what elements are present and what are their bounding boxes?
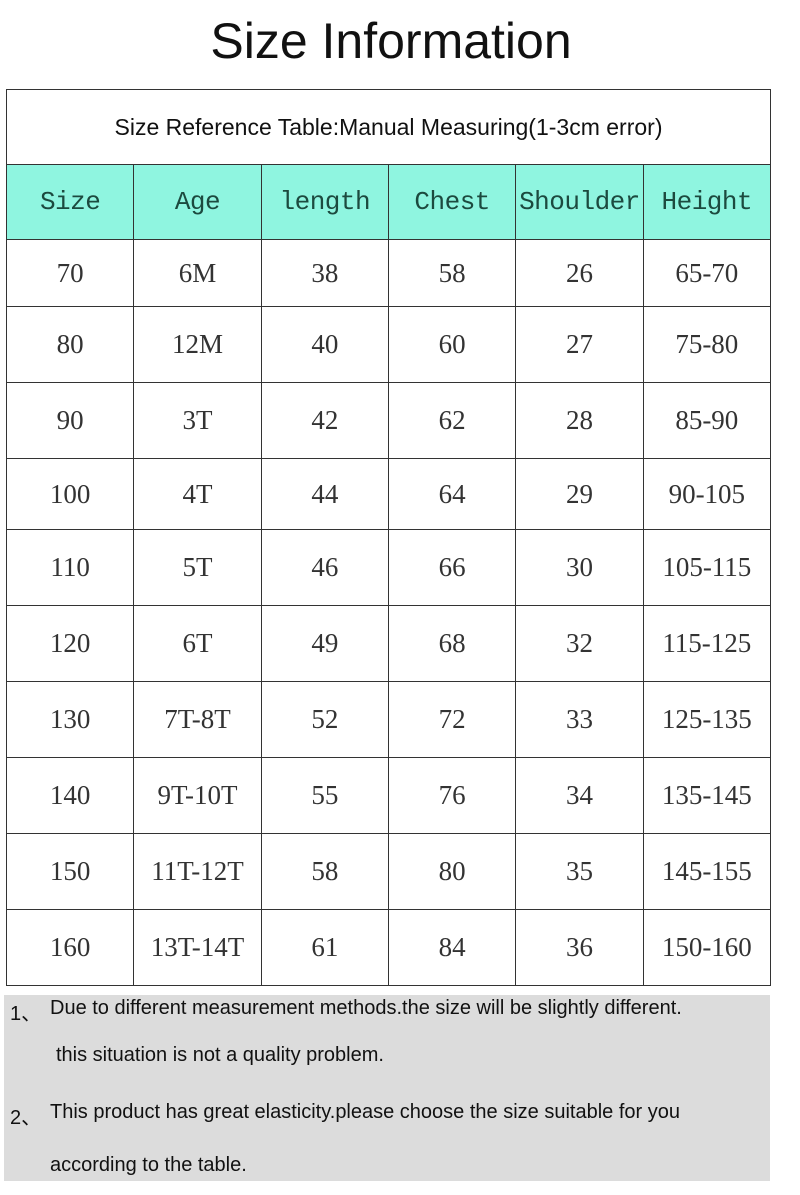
- cell-size: 130: [5, 681, 135, 758]
- cell-height: 135-145: [642, 757, 772, 834]
- note-line: This product has great elasticity.please…: [50, 1101, 680, 1123]
- table-row: 80 12M 40 60 27 75-80: [5, 306, 772, 383]
- table-row: 130 7T-8T 52 72 33 125-135: [5, 681, 772, 758]
- size-table: Size Reference Table:Manual Measuring(1-…: [5, 89, 772, 986]
- cell-shoulder: 34: [515, 757, 644, 834]
- cell-shoulder: 28: [515, 382, 644, 459]
- cell-shoulder: 26: [515, 239, 644, 307]
- cell-size: 80: [5, 306, 135, 383]
- table-row: 110 5T 46 66 30 105-115: [5, 529, 772, 606]
- cell-chest: 60: [387, 306, 517, 383]
- cell-age: 5T: [133, 529, 262, 606]
- cell-shoulder: 29: [515, 458, 644, 530]
- cell-size: 90: [5, 382, 135, 459]
- cell-size: 140: [5, 757, 135, 834]
- cell-age: 11T-12T: [133, 833, 262, 910]
- cell-height: 85-90: [642, 382, 772, 459]
- cell-size: 110: [5, 529, 135, 606]
- cell-chest: 76: [387, 757, 517, 834]
- cell-age: 12M: [133, 306, 262, 383]
- cell-length: 49: [260, 605, 389, 682]
- cell-size: 70: [5, 239, 135, 307]
- column-header-height: Height: [642, 164, 772, 240]
- cell-length: 38: [260, 239, 389, 307]
- table-row: 160 13T-14T 61 84 36 150-160: [5, 909, 772, 986]
- cell-length: 55: [260, 757, 389, 834]
- cell-age: 4T: [133, 458, 262, 530]
- cell-chest: 80: [387, 833, 517, 910]
- table-row: 70 6M 38 58 26 65-70: [5, 239, 772, 307]
- cell-size: 100: [5, 458, 135, 530]
- note-line: Due to different measurement methods.the…: [50, 997, 682, 1019]
- cell-shoulder: 30: [515, 529, 644, 606]
- table-row: 90 3T 42 62 28 85-90: [5, 382, 772, 459]
- cell-age: 9T-10T: [133, 757, 262, 834]
- cell-size: 160: [5, 909, 135, 986]
- cell-chest: 84: [387, 909, 517, 986]
- note-line: according to the table.: [50, 1154, 247, 1176]
- cell-chest: 72: [387, 681, 517, 758]
- header-row: Size Age length Chest Shoulder Height: [5, 164, 772, 240]
- cell-height: 115-125: [642, 605, 772, 682]
- cell-height: 145-155: [642, 833, 772, 910]
- column-header-length: length: [260, 164, 389, 240]
- note-marker: 1、: [10, 1003, 42, 1025]
- cell-age: 13T-14T: [133, 909, 262, 986]
- notes-panel: 1、 Due to different measurement methods.…: [4, 995, 770, 1181]
- cell-shoulder: 36: [515, 909, 644, 986]
- cell-age: 6M: [133, 239, 262, 307]
- cell-chest: 64: [387, 458, 517, 530]
- cell-height: 125-135: [642, 681, 772, 758]
- cell-length: 40: [260, 306, 389, 383]
- cell-length: 58: [260, 833, 389, 910]
- cell-chest: 66: [387, 529, 517, 606]
- cell-length: 44: [260, 458, 389, 530]
- table-caption: Size Reference Table:Manual Measuring(1-…: [6, 89, 771, 165]
- table-row: 100 4T 44 64 29 90-105: [5, 458, 772, 530]
- table-row: 140 9T-10T 55 76 34 135-145: [5, 757, 772, 834]
- note-line: this situation is not a quality problem.: [56, 1044, 384, 1066]
- cell-height: 150-160: [642, 909, 772, 986]
- cell-shoulder: 33: [515, 681, 644, 758]
- column-header-size: Size: [5, 164, 135, 240]
- cell-chest: 62: [387, 382, 517, 459]
- column-header-age: Age: [133, 164, 262, 240]
- cell-length: 46: [260, 529, 389, 606]
- cell-length: 42: [260, 382, 389, 459]
- cell-height: 105-115: [642, 529, 772, 606]
- column-header-shoulder: Shoulder: [515, 164, 644, 240]
- table-row: 150 11T-12T 58 80 35 145-155: [5, 833, 772, 910]
- cell-length: 52: [260, 681, 389, 758]
- page-title: Size Information: [210, 13, 572, 69]
- cell-size: 150: [5, 833, 135, 910]
- cell-shoulder: 32: [515, 605, 644, 682]
- cell-height: 90-105: [642, 458, 772, 530]
- cell-shoulder: 35: [515, 833, 644, 910]
- cell-size: 120: [5, 605, 135, 682]
- cell-height: 75-80: [642, 306, 772, 383]
- note-marker: 2、: [10, 1107, 42, 1129]
- cell-age: 3T: [133, 382, 262, 459]
- cell-height: 65-70: [642, 239, 772, 307]
- table-row: 120 6T 49 68 32 115-125: [5, 605, 772, 682]
- cell-chest: 58: [387, 239, 517, 307]
- cell-length: 61: [260, 909, 389, 986]
- cell-chest: 68: [387, 605, 517, 682]
- cell-age: 6T: [133, 605, 262, 682]
- cell-shoulder: 27: [515, 306, 644, 383]
- column-header-chest: Chest: [387, 164, 517, 240]
- cell-age: 7T-8T: [133, 681, 262, 758]
